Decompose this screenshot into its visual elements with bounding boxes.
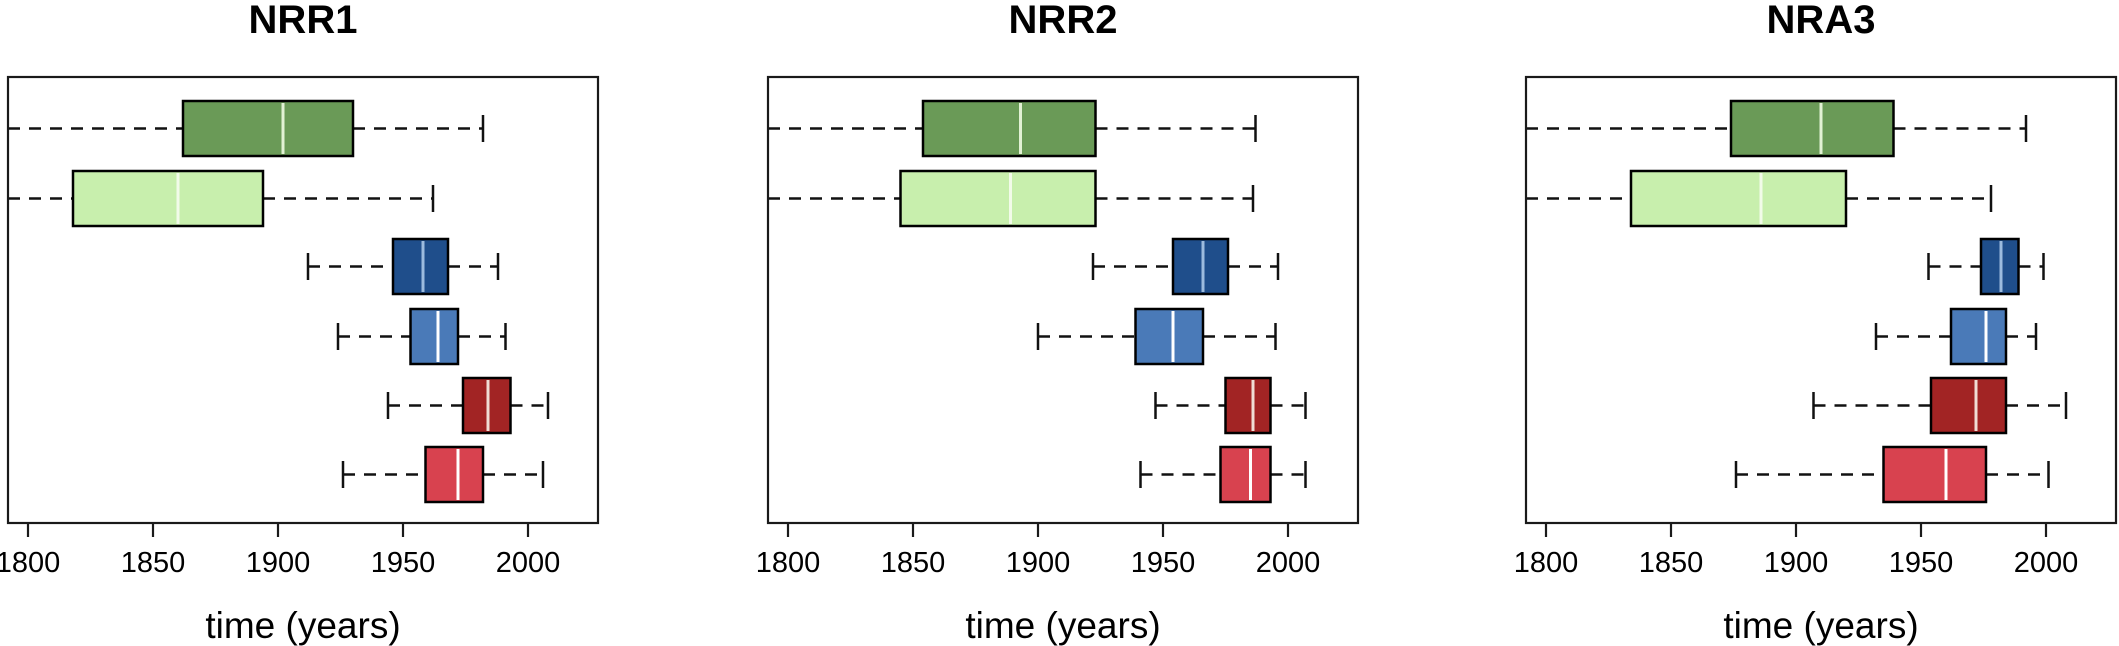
boxplot-nrr1: NRR1 1800 1850 1900 1950 2000 time (years) xyxy=(0,0,600,646)
x-tick-label: 1950 xyxy=(1889,547,1954,579)
x-tick-label: 1900 xyxy=(1764,547,1829,579)
boxplot-group-2-light-green xyxy=(768,169,1255,228)
boxplot-group-4-medium-blue xyxy=(1036,307,1277,366)
x-tick-label: 1800 xyxy=(756,547,821,579)
x-tick-label: 2000 xyxy=(1256,547,1321,579)
panel-nrr1: NRR1 1800 1850 1900 1950 2000 time (years) xyxy=(0,0,707,646)
plot-area: 1800 1850 1900 1950 2000 xyxy=(756,75,1360,579)
boxplot-group-1-dark-green xyxy=(768,99,1257,158)
x-tick-label: 1850 xyxy=(121,547,186,579)
panel-title: NRR1 xyxy=(249,0,358,42)
x-tick-label: 1950 xyxy=(371,547,436,579)
boxplot-nra3: NRA3 1800 1850 1900 1950 2000 time (years) xyxy=(1514,0,2118,646)
x-tick-label: 1900 xyxy=(1006,547,1071,579)
plot-area: 1800 1850 1900 1950 2000 xyxy=(1514,75,2118,579)
boxplot-group-3-dark-blue xyxy=(1091,237,1280,296)
panel-title: NRR2 xyxy=(1009,0,1118,42)
boxplot-group-1-dark-green xyxy=(1526,99,2028,158)
boxplot-group-3-dark-blue xyxy=(306,237,500,296)
x-tick-label: 1950 xyxy=(1131,547,1196,579)
boxplot-group-5-dark-red xyxy=(1154,376,1307,435)
x-axis-label: time (years) xyxy=(965,605,1160,646)
panel-nrr2: NRR2 1800 1850 1900 1950 2000 time (years) xyxy=(706,0,1413,646)
x-tick-label: 1800 xyxy=(1514,547,1579,579)
panel-nra3: NRA3 1800 1850 1900 1950 2000 time (years) xyxy=(1412,0,2119,646)
x-tick-label: 1900 xyxy=(246,547,311,579)
boxplot-group-1-dark-green xyxy=(8,99,485,158)
x-axis-label: time (years) xyxy=(1723,605,1918,646)
boxplot-group-5-dark-red xyxy=(386,376,550,435)
boxplot-group-5-dark-red xyxy=(1812,376,2068,435)
x-axis-label: time (years) xyxy=(205,605,400,646)
x-tick-label: 2000 xyxy=(2014,547,2079,579)
boxplot-group-4-medium-blue xyxy=(336,307,507,366)
panel-title: NRA3 xyxy=(1767,0,1876,42)
plot-area: 1800 1850 1900 1950 2000 xyxy=(0,75,600,579)
boxplot-nrr2: NRR2 1800 1850 1900 1950 2000 time (years) xyxy=(756,0,1360,646)
x-tick-label: 1800 xyxy=(0,547,60,579)
boxplot-group-3-dark-blue xyxy=(1927,237,2045,296)
boxplot-group-2-light-green xyxy=(1526,169,1993,228)
x-tick-label: 1850 xyxy=(1639,547,1704,579)
x-tick-label: 1850 xyxy=(881,547,946,579)
boxplot-group-4-medium-blue xyxy=(1874,307,2038,366)
boxplot-group-6-crimson xyxy=(1734,445,2050,504)
x-tick-label: 2000 xyxy=(496,547,561,579)
boxplot-group-6-crimson xyxy=(1139,445,1307,504)
boxplot-group-2-light-green xyxy=(8,169,435,228)
boxplot-group-6-crimson xyxy=(341,445,545,504)
